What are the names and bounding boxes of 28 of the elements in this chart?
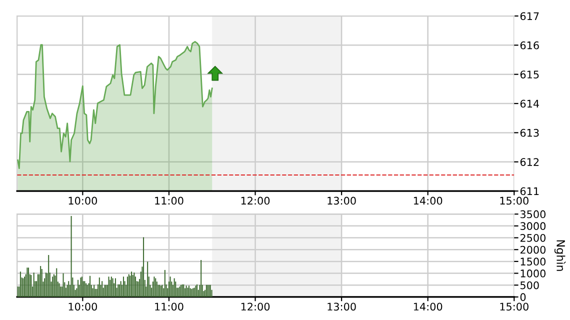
y-tick-label: 611 bbox=[520, 187, 539, 196]
y-axis-title: Nghìn bbox=[554, 240, 566, 271]
x-tick-label: 10:00 bbox=[68, 196, 97, 205]
x-tick-label: 14:00 bbox=[414, 196, 442, 205]
y-tick-label: 1000 bbox=[520, 270, 546, 278]
x-tick-label: 11:00 bbox=[155, 196, 184, 205]
y-tick-label: 3500 bbox=[520, 210, 546, 218]
x-tick-label: 15:00 bbox=[500, 302, 528, 311]
y-tick-label: 3000 bbox=[520, 222, 546, 230]
x-tick-label: 11:00 bbox=[155, 302, 184, 311]
y-tick-label: 2500 bbox=[520, 234, 546, 242]
x-tick-label: 12:00 bbox=[241, 302, 270, 311]
y-tick-label: 614 bbox=[520, 100, 539, 108]
x-tick-label: 14:00 bbox=[414, 302, 442, 311]
y-tick-label: 617 bbox=[520, 12, 539, 20]
x-tick-label: 12:00 bbox=[241, 196, 270, 205]
x-tick-label: 13:00 bbox=[328, 196, 356, 205]
x-tick-label: 13:00 bbox=[328, 302, 356, 311]
y-tick-label: 613 bbox=[520, 128, 539, 137]
x-tick-label: 10:00 bbox=[68, 302, 97, 311]
y-tick-label: 616 bbox=[520, 41, 539, 50]
x-tick-label: 15:00 bbox=[500, 196, 528, 205]
y-tick-label: 615 bbox=[520, 70, 539, 78]
y-tick-label: 2000 bbox=[520, 246, 546, 254]
y-tick-label: 500 bbox=[520, 281, 539, 290]
y-tick-label: 0 bbox=[520, 293, 526, 302]
y-tick-label: 1500 bbox=[520, 258, 546, 266]
y-tick-label: 612 bbox=[520, 158, 539, 166]
